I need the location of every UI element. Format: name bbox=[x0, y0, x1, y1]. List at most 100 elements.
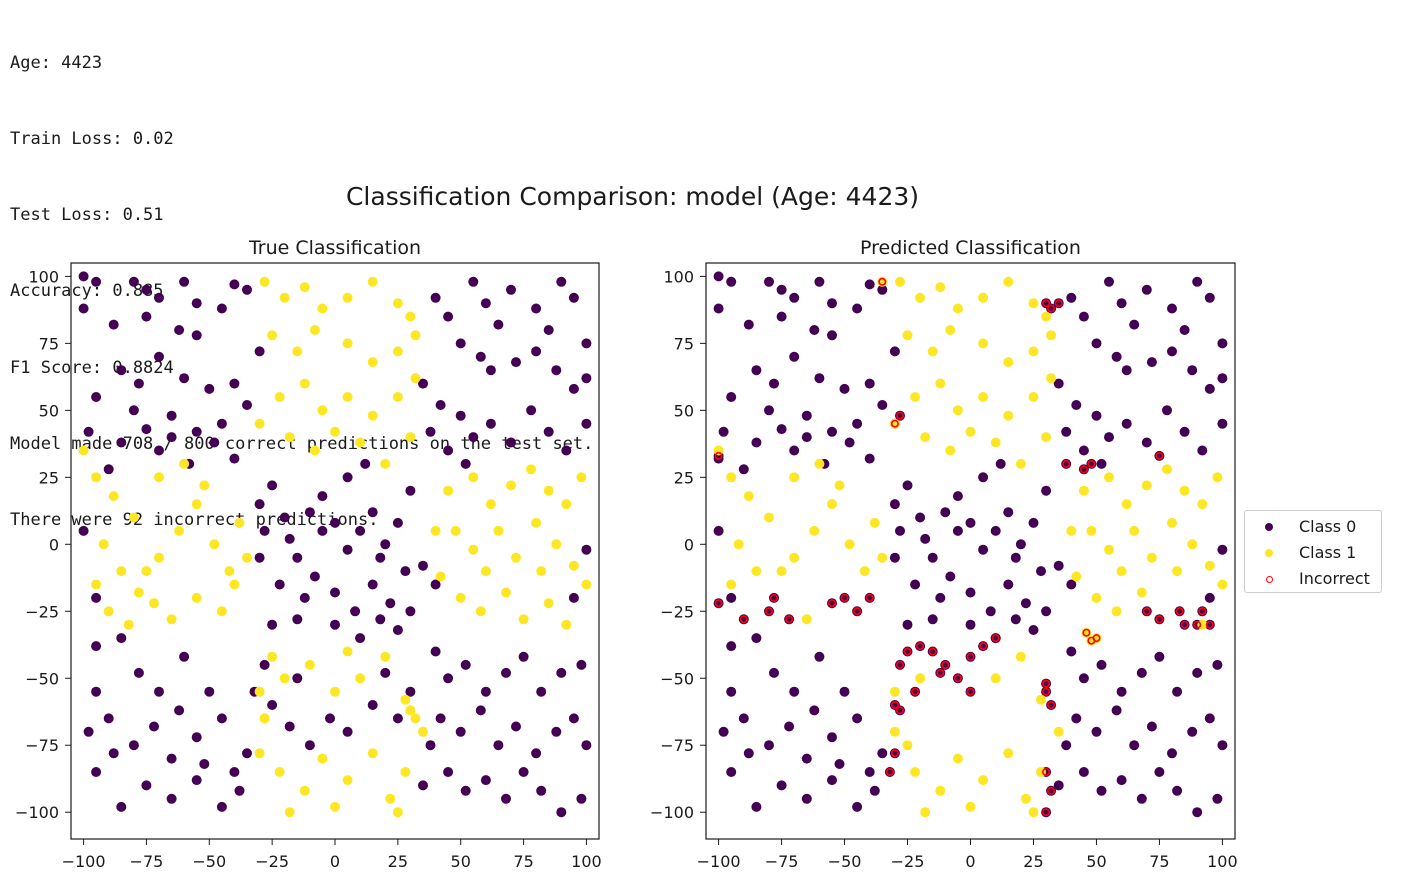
point-pred-incorrect-44 bbox=[1142, 607, 1151, 616]
point-true-class-1-51 bbox=[216, 606, 227, 617]
xtick-label-true-8: 100 bbox=[571, 852, 602, 871]
point-pred-incorrect-8 bbox=[903, 647, 912, 656]
legend-marker-class1 bbox=[1265, 549, 1273, 557]
point-pred-class-0-15 bbox=[769, 378, 779, 389]
point-true-class-0-165 bbox=[392, 713, 403, 724]
point-true-class-0-72 bbox=[317, 491, 328, 502]
point-pred-class-0-62 bbox=[1197, 445, 1208, 456]
point-pred-class-0-86 bbox=[1020, 598, 1031, 609]
point-pred-class-0-57 bbox=[1104, 432, 1114, 443]
point-true-class-0-106 bbox=[133, 667, 144, 678]
point-pred-class-1-33 bbox=[733, 539, 744, 550]
point-pred-class-0-103 bbox=[1066, 579, 1077, 590]
xtick-label-pred-4: 0 bbox=[965, 852, 975, 871]
point-true-class-0-125 bbox=[234, 785, 245, 796]
point-pred-class-1-45 bbox=[801, 614, 812, 625]
point-pred-incorrect-39 bbox=[1175, 607, 1184, 616]
point-pred-incorrect-2 bbox=[769, 593, 778, 602]
point-true-class-1-7 bbox=[405, 311, 416, 322]
point-true-class-1-39 bbox=[209, 539, 220, 550]
point-pred-class-0-21 bbox=[726, 392, 737, 402]
point-true-class-1-67 bbox=[531, 517, 542, 528]
point-true-class-0-157 bbox=[418, 780, 428, 791]
point-pred-class-1-72 bbox=[889, 686, 900, 697]
point-true-class-0-139 bbox=[435, 713, 446, 724]
point-pred-class-0-92 bbox=[1010, 614, 1021, 625]
point-true-class-0-88 bbox=[267, 619, 278, 630]
point-pred-class-1-15 bbox=[910, 392, 921, 402]
point-true-class-0-65 bbox=[443, 445, 454, 456]
point-pred-class-1-25 bbox=[965, 426, 976, 437]
point-true-class-0-140 bbox=[455, 726, 466, 737]
point-true-class-0-118 bbox=[242, 748, 252, 759]
point-pred-class-0-87 bbox=[1036, 566, 1046, 577]
point-true-class-1-42 bbox=[154, 472, 164, 483]
point-true-class-0-103 bbox=[430, 579, 441, 590]
point-pred-class-0-81 bbox=[935, 592, 946, 603]
point-true-class-0-1 bbox=[91, 276, 102, 287]
point-pred-class-1-69 bbox=[1066, 525, 1077, 536]
point-true-class-1-25 bbox=[330, 426, 340, 437]
point-true-class-0-98 bbox=[375, 552, 386, 563]
point-true-class-0-117 bbox=[229, 767, 240, 777]
point-true-class-0-53 bbox=[581, 338, 592, 349]
point-pred-class-0-69 bbox=[915, 512, 926, 523]
point-true-class-0-33 bbox=[103, 464, 114, 475]
point-pred-class-0-159 bbox=[1217, 373, 1228, 384]
point-pred-incorrect-33 bbox=[1042, 299, 1051, 308]
point-pred-class-0-89 bbox=[927, 614, 938, 625]
point-pred-class-0-39 bbox=[1116, 298, 1127, 309]
point-pred-class-1-26 bbox=[990, 437, 1001, 448]
point-true-class-0-7 bbox=[216, 303, 227, 314]
point-true-class-1-89 bbox=[410, 713, 421, 724]
point-pred-class-1-71 bbox=[1172, 566, 1183, 577]
point-pred-class-0-137 bbox=[1192, 667, 1203, 678]
point-true-class-1-92 bbox=[299, 785, 310, 796]
ytick-label-true-4: 0 bbox=[49, 535, 59, 554]
point-pred-class-0-160 bbox=[713, 525, 724, 536]
point-true-class-0-170 bbox=[78, 303, 89, 314]
legend-label-class1: Class 1 bbox=[1299, 543, 1357, 562]
point-true-class-0-17 bbox=[179, 373, 190, 384]
point-pred-class-0-1 bbox=[726, 276, 737, 287]
point-pred-class-0-138 bbox=[1212, 659, 1223, 670]
legend-label-class0: Class 0 bbox=[1299, 517, 1357, 536]
point-pred-class-0-9 bbox=[877, 284, 888, 295]
point-true-class-1-3 bbox=[317, 303, 328, 314]
point-pred-class-0-24 bbox=[827, 426, 837, 437]
point-pred-class-0-67 bbox=[889, 499, 900, 510]
point-pred-class-0-162 bbox=[1204, 592, 1215, 603]
point-pred-incorrect-42 bbox=[1198, 607, 1207, 616]
point-pred-class-0-143 bbox=[1146, 721, 1157, 732]
point-pred-class-0-17 bbox=[814, 373, 825, 384]
point-true-class-0-31 bbox=[229, 453, 240, 464]
point-true-class-1-36 bbox=[154, 552, 164, 563]
point-true-class-0-34 bbox=[141, 424, 152, 435]
point-true-class-1-26 bbox=[355, 437, 366, 448]
ytick-label-pred-5: 25 bbox=[674, 468, 694, 487]
point-true-class-0-15 bbox=[133, 378, 144, 389]
xtick-label-pred-7: 75 bbox=[1149, 852, 1169, 871]
point-true-class-0-89 bbox=[292, 614, 303, 625]
ytick-label-true-5: 25 bbox=[39, 468, 59, 487]
ytick-label-pred-6: 50 bbox=[674, 401, 694, 420]
point-pred-class-1-13 bbox=[1028, 346, 1039, 357]
point-true-class-0-94 bbox=[405, 606, 416, 617]
point-pred-class-1-2 bbox=[935, 282, 946, 293]
point-true-class-1-46 bbox=[103, 606, 114, 617]
point-pred-class-1-75 bbox=[1015, 651, 1026, 662]
point-pred-class-0-83 bbox=[965, 587, 976, 598]
point-true-class-0-154 bbox=[556, 807, 567, 818]
point-true-class-1-32 bbox=[128, 512, 139, 523]
point-true-class-1-104 bbox=[342, 646, 353, 657]
point-pred-class-0-59 bbox=[1141, 437, 1152, 448]
point-pred-incorrect-5 bbox=[840, 593, 849, 602]
point-true-class-0-168 bbox=[292, 673, 303, 684]
point-true-class-1-71 bbox=[455, 592, 466, 603]
point-pred-class-0-111 bbox=[738, 713, 749, 724]
point-pred-class-0-71 bbox=[940, 507, 951, 518]
point-true-class-0-174 bbox=[568, 592, 579, 603]
point-true-class-0-2 bbox=[128, 276, 139, 287]
point-pred-class-1-58 bbox=[1129, 525, 1140, 536]
point-pred-incorrect-18 bbox=[953, 674, 962, 683]
